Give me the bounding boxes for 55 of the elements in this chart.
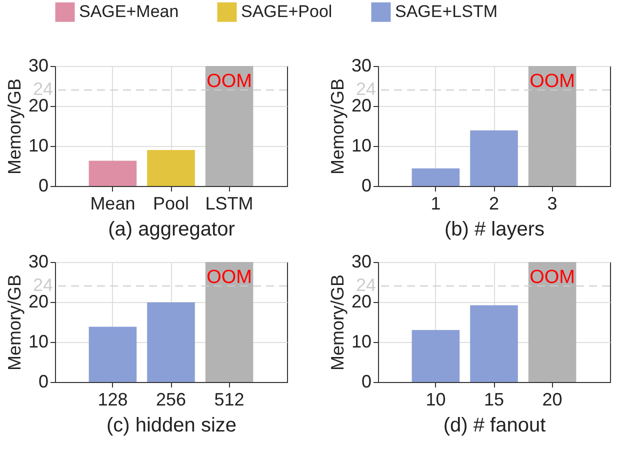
y-tick-label: 30 (351, 56, 372, 76)
x-tick-label: 3 (547, 194, 558, 214)
annotation: OOM (530, 71, 575, 92)
x-tick-label: 1 (430, 194, 441, 214)
bar (88, 160, 137, 186)
x-tick-label: LSTM (205, 194, 254, 214)
y-tick-label: 30 (28, 56, 48, 76)
y-tick-label: 0 (361, 372, 372, 392)
y-tick-label: 10 (351, 332, 372, 352)
y-tick-label: 10 (28, 136, 48, 156)
x-tick-label: Pool (152, 194, 190, 214)
y-tick-label: 0 (38, 372, 48, 392)
bar (147, 150, 195, 186)
x-tick-label: 128 (98, 390, 128, 410)
bar (412, 330, 460, 382)
y-tick-label: 20 (351, 292, 372, 312)
bar (205, 262, 254, 382)
y-tick-label: 20 (28, 292, 48, 312)
y-tick-label: 30 (28, 252, 48, 272)
x-tick-label: 15 (484, 390, 504, 410)
category-label: SAGE+LSTM (395, 2, 498, 22)
y-tick-label: 10 (351, 136, 372, 156)
y-axis-title: Memory/GB (4, 78, 24, 175)
y-tick-label: 30 (351, 252, 372, 272)
x-axis-title: (b) # layers (444, 218, 545, 240)
annotation: OOM (206, 267, 252, 288)
y-tick-label: 0 (361, 176, 372, 196)
y-tick-label: 20 (28, 96, 48, 116)
x-tick-label: 10 (426, 390, 446, 410)
x-axis-title: (d) # fanout (443, 414, 546, 436)
category-label: SAGE+Pool (241, 2, 332, 22)
bar (528, 66, 576, 186)
bar (470, 130, 518, 186)
bar (528, 262, 576, 382)
y-axis-title: Memory/GB (327, 78, 348, 175)
x-tick-label: 20 (542, 390, 562, 410)
bar (88, 326, 137, 382)
y-tick-label: 20 (351, 96, 372, 116)
x-tick-label: 2 (488, 194, 500, 214)
annotation: OOM (530, 267, 575, 288)
bar (412, 168, 460, 186)
bar (470, 305, 518, 382)
category-label: SAGE+Mean (79, 2, 179, 22)
y-axis-title: Memory/GB (4, 274, 24, 371)
y-tick-label: 10 (28, 332, 48, 352)
x-tick-label: Mean (90, 194, 136, 214)
x-axis-title: (c) hidden size (106, 414, 237, 436)
bar (205, 66, 254, 186)
annotation: OOM (206, 71, 252, 92)
bar (147, 302, 195, 382)
x-tick-label: 256 (156, 390, 186, 410)
x-axis-title: (a) aggregator (108, 218, 236, 240)
y-axis-title: Memory/GB (327, 274, 348, 371)
x-tick-label: 512 (214, 390, 244, 410)
y-tick-label: 0 (38, 176, 48, 196)
